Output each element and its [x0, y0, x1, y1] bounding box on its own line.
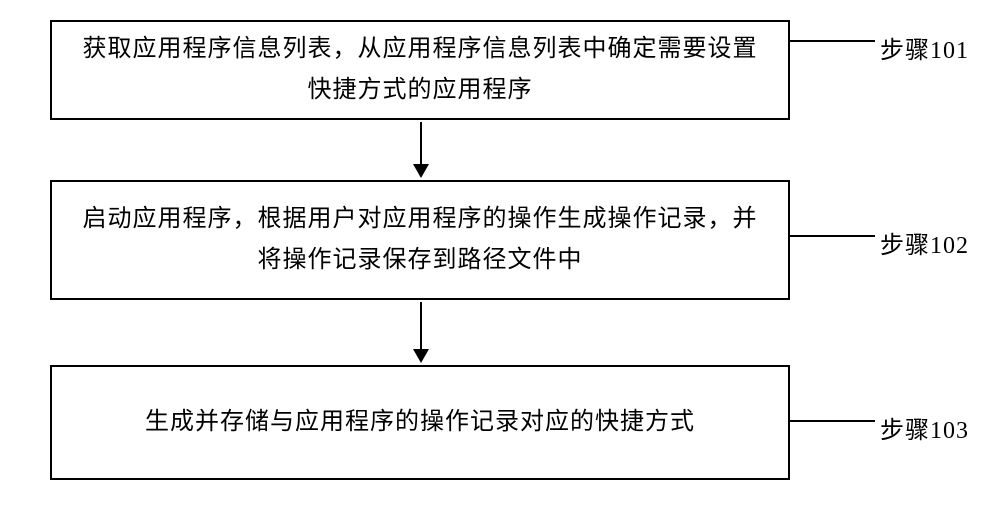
step-text-101: 获取应用程序信息列表，从应用程序信息列表中确定需要设置快捷方式的应用程序	[72, 29, 768, 111]
arrow-shaft-2-3	[420, 302, 422, 351]
connector-102	[790, 235, 875, 237]
arrow-shaft-1-2	[420, 122, 422, 166]
flowchart-canvas: 获取应用程序信息列表，从应用程序信息列表中确定需要设置快捷方式的应用程序 步骤1…	[0, 0, 1000, 530]
connector-101	[790, 40, 875, 42]
step-text-102: 启动应用程序，根据用户对应用程序的操作生成操作记录，并将操作记录保存到路径文件中	[72, 199, 768, 281]
arrow-head-2-3	[413, 349, 429, 363]
step-box-101: 获取应用程序信息列表，从应用程序信息列表中确定需要设置快捷方式的应用程序	[50, 20, 790, 120]
connector-103	[790, 420, 875, 422]
step-label-102: 步骤102	[880, 225, 969, 260]
step-label-103: 步骤103	[880, 410, 969, 445]
step-box-103: 生成并存储与应用程序的操作记录对应的快捷方式	[50, 365, 790, 480]
step-label-101: 步骤101	[880, 30, 969, 65]
arrow-head-1-2	[413, 164, 429, 178]
step-box-102: 启动应用程序，根据用户对应用程序的操作生成操作记录，并将操作记录保存到路径文件中	[50, 180, 790, 300]
step-text-103: 生成并存储与应用程序的操作记录对应的快捷方式	[145, 402, 695, 443]
